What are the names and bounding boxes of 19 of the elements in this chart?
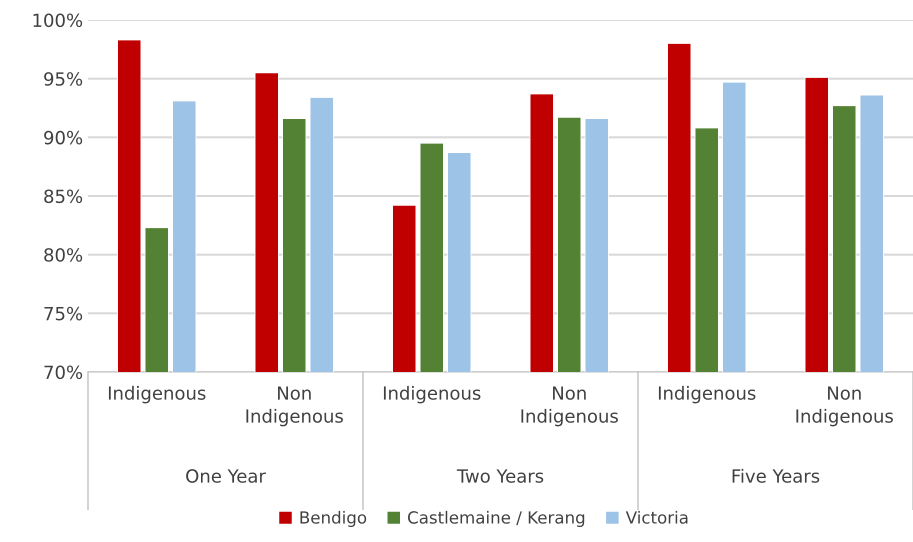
y-tick-label: 100% bbox=[34, 13, 82, 28]
y-tick-label: 90% bbox=[44, 130, 82, 144]
x-tick-label: Indigenous bbox=[658, 386, 756, 404]
text: Five Years bbox=[732, 468, 820, 483]
text: One Year bbox=[186, 469, 266, 483]
text: Two Years bbox=[456, 469, 544, 483]
x-tick-label: Non Indigenous bbox=[246, 386, 343, 426]
y-tick-label: 70% bbox=[44, 365, 82, 380]
legend-label: Castlemaine / Kerang bbox=[408, 510, 584, 527]
y-tick-label: 75% bbox=[44, 306, 82, 320]
y-tick-label: 80% bbox=[44, 248, 82, 262]
x-tick-label: Non Indigenous bbox=[796, 386, 893, 426]
x-tick-label: Non Indigenous bbox=[521, 386, 618, 426]
x-tick-label: Indigenous bbox=[384, 386, 480, 404]
legend-label: Bendigo bbox=[300, 510, 366, 527]
x-tick-label: Indigenous bbox=[108, 386, 206, 404]
legend-label: Victoria bbox=[626, 510, 688, 524]
y-tick-label: 85% bbox=[44, 189, 82, 204]
y-tick-label: 95% bbox=[44, 72, 82, 86]
